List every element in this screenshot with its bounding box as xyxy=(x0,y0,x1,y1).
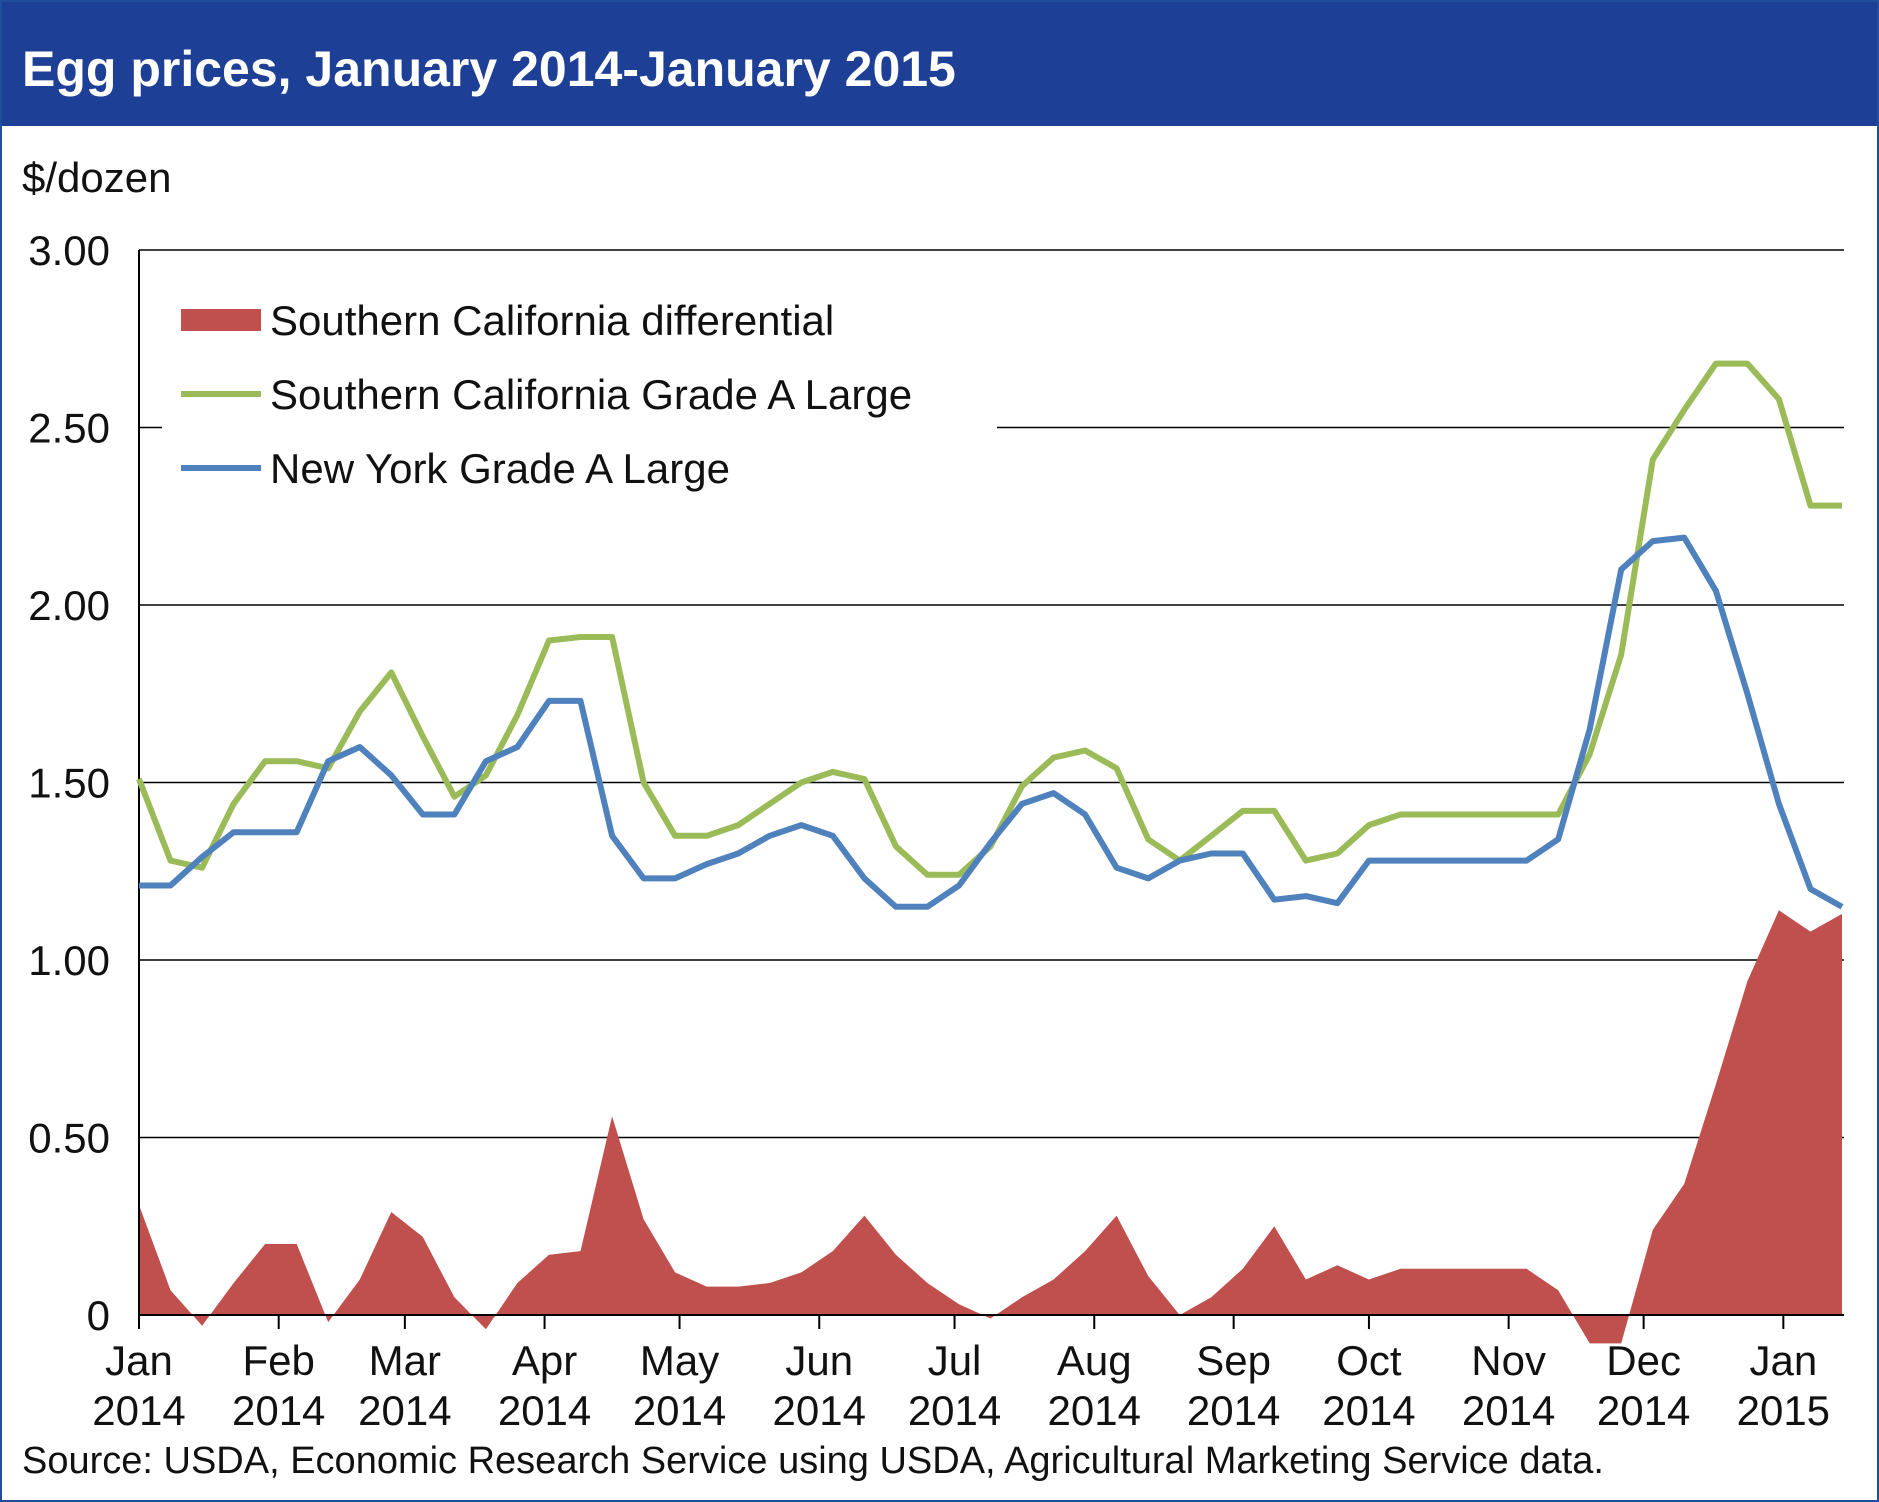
y-axis-label: $/dozen xyxy=(22,154,171,201)
x-tick-month: Aug xyxy=(1057,1337,1132,1384)
x-tick-month: Jan xyxy=(105,1337,173,1384)
y-tick-label: 3.00 xyxy=(28,227,110,274)
x-tick-year: 2014 xyxy=(232,1387,325,1434)
x-tick-month: Jul xyxy=(928,1337,982,1384)
x-tick-month: Dec xyxy=(1606,1337,1681,1384)
source-note: Source: USDA, Economic Research Service … xyxy=(22,1440,1604,1482)
x-tick-year: 2014 xyxy=(1597,1387,1690,1434)
x-tick-year: 2014 xyxy=(773,1387,866,1434)
x-tick-year: 2014 xyxy=(633,1387,726,1434)
x-tick-year: 2015 xyxy=(1737,1387,1830,1434)
x-tick-month: Sep xyxy=(1196,1337,1271,1384)
x-tick-month: Mar xyxy=(369,1337,441,1384)
y-tick-label: 0.50 xyxy=(28,1115,110,1162)
x-tick-year: 2014 xyxy=(1187,1387,1280,1434)
x-tick-labels: Jan2014Feb2014Mar2014Apr2014May2014Jun20… xyxy=(92,1337,1830,1434)
x-tick-year: 2014 xyxy=(908,1387,1001,1434)
x-tick-year: 2014 xyxy=(358,1387,451,1434)
title-bar: Egg prices, January 2014-January 2015 xyxy=(2,2,1877,126)
southern-california-differential-area xyxy=(139,910,1842,1344)
x-tick-month: Jan xyxy=(1749,1337,1817,1384)
chart-title: Egg prices, January 2014-January 2015 xyxy=(22,41,956,97)
series-line-layer xyxy=(136,360,1844,910)
legend-swatch-area xyxy=(181,309,261,331)
new-york-grade-a-large-line xyxy=(139,534,1844,910)
differential-area-layer xyxy=(139,910,1842,1344)
y-tick-label: 2.00 xyxy=(28,582,110,629)
legend-label: Southern California differential xyxy=(270,297,834,344)
gridlines xyxy=(139,249,1844,1139)
y-tick-labels: 3.00 2.50 2.00 1.50 1.00 0.50 0 xyxy=(28,227,110,1339)
x-tick-year: 2014 xyxy=(92,1387,185,1434)
x-tick-year: 2014 xyxy=(1048,1387,1141,1434)
legend-label: Southern California Grade A Large xyxy=(270,371,912,418)
x-tick-month: Oct xyxy=(1336,1337,1402,1384)
legend-label: New York Grade A Large xyxy=(270,445,730,492)
y-tick-label: 1.00 xyxy=(28,937,110,984)
x-tick-year: 2014 xyxy=(1462,1387,1555,1434)
x-tick-month: May xyxy=(640,1337,719,1384)
x-tick-month: Feb xyxy=(243,1337,315,1384)
y-tick-label: 0 xyxy=(87,1292,110,1339)
x-tick-year: 2014 xyxy=(1322,1387,1415,1434)
x-tick-month: Apr xyxy=(512,1337,577,1384)
x-tick-month: Jun xyxy=(785,1337,853,1384)
legend: Southern California differential Southern… xyxy=(162,297,997,532)
y-tick-label: 1.50 xyxy=(28,760,110,807)
legend-background xyxy=(162,307,997,532)
x-tick-month: Nov xyxy=(1471,1337,1546,1384)
y-tick-label: 2.50 xyxy=(28,405,110,452)
x-tick-year: 2014 xyxy=(498,1387,591,1434)
